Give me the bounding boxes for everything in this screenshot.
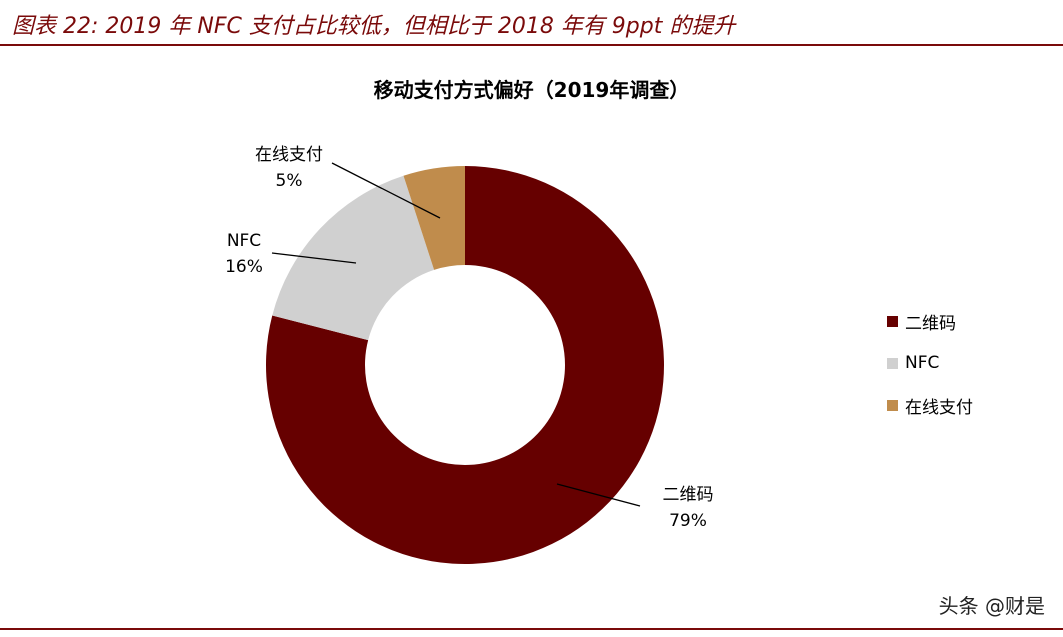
figure-caption: 图表 22: 2019 年 NFC 支付占比较低，但相比于 2018 年有 9p… bbox=[12, 14, 736, 39]
legend-item-online: 在线支付 bbox=[887, 394, 973, 418]
legend-label-nfc: NFC bbox=[905, 353, 940, 373]
leader-line-online bbox=[331, 162, 441, 219]
slice-value-label-nfc: 16% bbox=[225, 257, 263, 277]
leader-line-qr bbox=[556, 483, 641, 507]
slice-value-label-qr: 79% bbox=[669, 511, 707, 531]
legend-swatch-nfc bbox=[887, 357, 898, 369]
donut-slices bbox=[266, 166, 664, 564]
donut-slice-nfc bbox=[272, 175, 435, 341]
leader-lines bbox=[271, 162, 641, 507]
slice-name-label-qr: 二维码 bbox=[663, 485, 714, 505]
donut-slice-qr bbox=[266, 166, 664, 564]
legend-label-qr: 二维码 bbox=[905, 313, 956, 334]
chart-legend: 二维码 NFC 在线支付 bbox=[887, 310, 973, 436]
source-watermark: 头条 @财是 bbox=[938, 594, 1045, 618]
donut-slice-online bbox=[403, 166, 465, 270]
slice-labels: 二维码 79% NFC 16% 在线支付 5% bbox=[225, 145, 713, 531]
leader-line-nfc bbox=[271, 252, 357, 264]
footer-divider bbox=[0, 628, 1063, 630]
slice-name-label-online: 在线支付 bbox=[255, 145, 323, 165]
chart-title: 移动支付方式偏好（2019年调查） bbox=[373, 78, 690, 102]
legend-swatch-online bbox=[887, 399, 898, 411]
caption-divider bbox=[0, 44, 1063, 46]
slice-name-label-nfc: NFC bbox=[227, 231, 261, 251]
legend-item-qr: 二维码 bbox=[887, 310, 973, 334]
slice-value-label-online: 5% bbox=[276, 171, 303, 191]
legend-swatch-qr bbox=[887, 315, 898, 327]
legend-label-online: 在线支付 bbox=[905, 397, 973, 418]
legend-item-nfc: NFC bbox=[887, 352, 973, 374]
